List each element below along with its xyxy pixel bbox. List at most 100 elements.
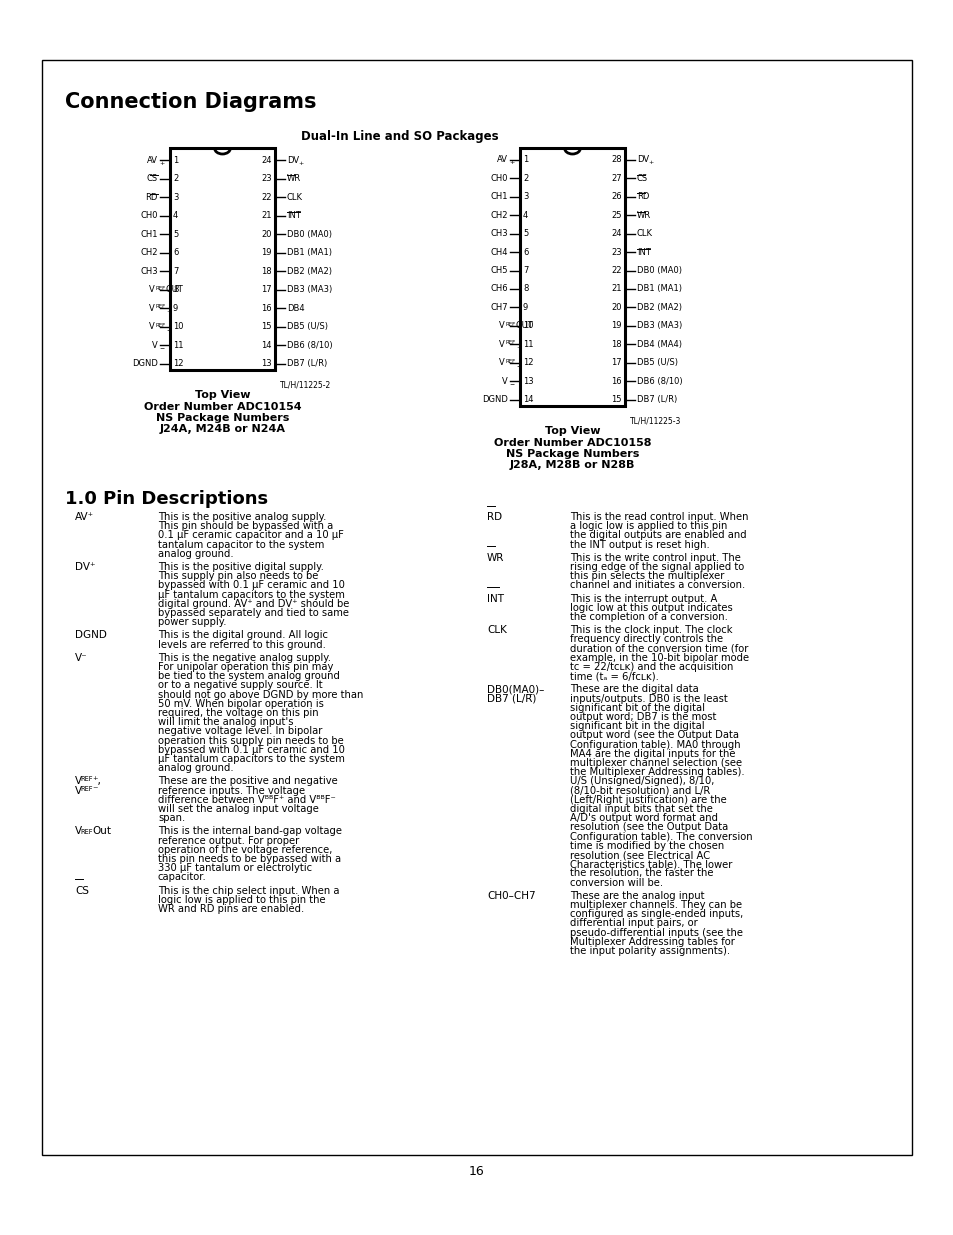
Text: 26: 26 bbox=[611, 193, 621, 201]
Text: 6: 6 bbox=[172, 248, 178, 257]
Text: AV: AV bbox=[147, 156, 158, 164]
Text: 24: 24 bbox=[611, 230, 621, 238]
Text: 18: 18 bbox=[611, 340, 621, 348]
Text: This is the read control input. When: This is the read control input. When bbox=[569, 513, 748, 522]
Text: 3: 3 bbox=[522, 193, 528, 201]
Text: 9: 9 bbox=[172, 304, 178, 312]
Text: CH2: CH2 bbox=[490, 211, 507, 220]
Text: DB0 (MA0): DB0 (MA0) bbox=[637, 266, 681, 275]
Text: This pin should be bypassed with a: This pin should be bypassed with a bbox=[158, 521, 333, 531]
Text: CH6: CH6 bbox=[490, 284, 507, 294]
Text: tᴄ = 22/tᴄʟᴋ) and the acquisition: tᴄ = 22/tᴄʟᴋ) and the acquisition bbox=[569, 662, 733, 672]
Text: DV⁺: DV⁺ bbox=[75, 562, 95, 572]
Text: reference output. For proper: reference output. For proper bbox=[158, 836, 299, 846]
Text: capacitor.: capacitor. bbox=[158, 872, 207, 882]
Text: 27: 27 bbox=[611, 174, 621, 183]
Text: CLK: CLK bbox=[287, 193, 303, 201]
Text: 22: 22 bbox=[611, 266, 621, 275]
Text: DB4: DB4 bbox=[287, 304, 304, 312]
Text: configured as single-ended inputs,: configured as single-ended inputs, bbox=[569, 909, 742, 919]
Text: the input polarity assignments).: the input polarity assignments). bbox=[569, 946, 729, 956]
Text: Characteristics table). The lower: Characteristics table). The lower bbox=[569, 860, 732, 869]
Text: +: + bbox=[647, 161, 653, 165]
Text: 15: 15 bbox=[261, 322, 272, 331]
Text: DB7 (L/R): DB7 (L/R) bbox=[287, 359, 327, 368]
Text: 8: 8 bbox=[522, 284, 528, 294]
Text: pseudo-differential inputs (see the: pseudo-differential inputs (see the bbox=[569, 927, 742, 937]
Text: a logic low is applied to this pin: a logic low is applied to this pin bbox=[569, 521, 726, 531]
Text: V: V bbox=[75, 826, 82, 836]
Text: the digital outputs are enabled and: the digital outputs are enabled and bbox=[569, 530, 746, 541]
Text: WR: WR bbox=[637, 211, 651, 220]
Text: DV: DV bbox=[637, 156, 648, 164]
Text: AV: AV bbox=[497, 156, 507, 164]
Text: operation of the voltage reference,: operation of the voltage reference, bbox=[158, 845, 332, 855]
Text: 20: 20 bbox=[611, 303, 621, 312]
Text: or to a negative supply source. It: or to a negative supply source. It bbox=[158, 680, 322, 690]
Text: 22: 22 bbox=[261, 193, 272, 201]
Text: 13: 13 bbox=[261, 359, 272, 368]
Text: DB1 (MA1): DB1 (MA1) bbox=[637, 284, 681, 294]
Text: RD: RD bbox=[637, 193, 649, 201]
Text: analog ground.: analog ground. bbox=[158, 763, 233, 773]
Text: REF: REF bbox=[156, 304, 166, 309]
Text: logic low at this output indicates: logic low at this output indicates bbox=[569, 603, 732, 613]
Text: INT: INT bbox=[287, 211, 300, 220]
Text: μF tantalum capacitors to the system: μF tantalum capacitors to the system bbox=[158, 755, 345, 764]
Text: +: + bbox=[159, 161, 164, 165]
Text: digital input bits that set the: digital input bits that set the bbox=[569, 804, 712, 814]
Text: CH3: CH3 bbox=[490, 230, 507, 238]
Text: CH2: CH2 bbox=[140, 248, 158, 257]
Text: CH0: CH0 bbox=[490, 174, 507, 183]
Text: DV: DV bbox=[287, 156, 299, 164]
Text: J28A, M28B or N28B: J28A, M28B or N28B bbox=[509, 459, 635, 471]
Text: 16: 16 bbox=[611, 377, 621, 385]
Text: 10: 10 bbox=[172, 322, 183, 331]
Text: CH3: CH3 bbox=[140, 267, 158, 275]
Text: significant bit of the digital: significant bit of the digital bbox=[569, 703, 704, 713]
Text: +: + bbox=[297, 161, 303, 165]
Text: DB7 (L/R): DB7 (L/R) bbox=[637, 395, 677, 404]
Text: 1: 1 bbox=[522, 156, 528, 164]
Text: output word (see the Output Data: output word (see the Output Data bbox=[569, 730, 739, 741]
Text: example, in the 10-bit bipolar mode: example, in the 10-bit bipolar mode bbox=[569, 653, 748, 663]
Text: V: V bbox=[75, 777, 82, 787]
Text: 330 μF tantalum or electrolytic: 330 μF tantalum or electrolytic bbox=[158, 863, 312, 873]
Text: multiplexer channel selection (see: multiplexer channel selection (see bbox=[569, 758, 741, 768]
Text: channel and initiates a conversion.: channel and initiates a conversion. bbox=[569, 580, 744, 590]
Text: logic low is applied to this pin the: logic low is applied to this pin the bbox=[158, 895, 325, 905]
Text: 17: 17 bbox=[611, 358, 621, 367]
Text: 24: 24 bbox=[261, 156, 272, 164]
Text: duration of the conversion time (for: duration of the conversion time (for bbox=[569, 643, 747, 653]
Text: Configuration table). The conversion: Configuration table). The conversion bbox=[569, 831, 752, 841]
Text: CS: CS bbox=[75, 885, 89, 895]
Text: this pin needs to be bypassed with a: this pin needs to be bypassed with a bbox=[158, 853, 341, 864]
Text: analog ground.: analog ground. bbox=[158, 548, 233, 558]
Text: REF: REF bbox=[156, 285, 166, 290]
Text: will set the analog input voltage: will set the analog input voltage bbox=[158, 804, 318, 814]
Text: 16: 16 bbox=[261, 304, 272, 312]
Text: RD: RD bbox=[486, 513, 501, 522]
Text: This supply pin also needs to be: This supply pin also needs to be bbox=[158, 572, 318, 582]
Text: V: V bbox=[152, 341, 158, 350]
Text: CLK: CLK bbox=[637, 230, 652, 238]
Text: V: V bbox=[149, 285, 154, 294]
Text: +: + bbox=[516, 345, 520, 350]
Text: REF: REF bbox=[505, 341, 516, 346]
Text: 25: 25 bbox=[611, 211, 621, 220]
Text: be tied to the system analog ground: be tied to the system analog ground bbox=[158, 671, 339, 682]
Text: V: V bbox=[149, 304, 154, 312]
Text: bypassed separately and tied to same: bypassed separately and tied to same bbox=[158, 608, 349, 618]
Text: This is the negative analog supply.: This is the negative analog supply. bbox=[158, 653, 331, 663]
Text: 19: 19 bbox=[611, 321, 621, 330]
Text: OUT: OUT bbox=[516, 321, 533, 330]
Text: DB3 (MA3): DB3 (MA3) bbox=[637, 321, 681, 330]
Text: 10: 10 bbox=[522, 321, 533, 330]
Text: −: − bbox=[159, 346, 164, 351]
Text: INT: INT bbox=[637, 248, 650, 257]
Text: These are the positive and negative: These are the positive and negative bbox=[158, 777, 337, 787]
Text: 21: 21 bbox=[261, 211, 272, 220]
Text: 28: 28 bbox=[611, 156, 621, 164]
Text: TL/H/11225-2: TL/H/11225-2 bbox=[280, 380, 331, 389]
Text: multiplexer channels. They can be: multiplexer channels. They can be bbox=[569, 900, 741, 910]
